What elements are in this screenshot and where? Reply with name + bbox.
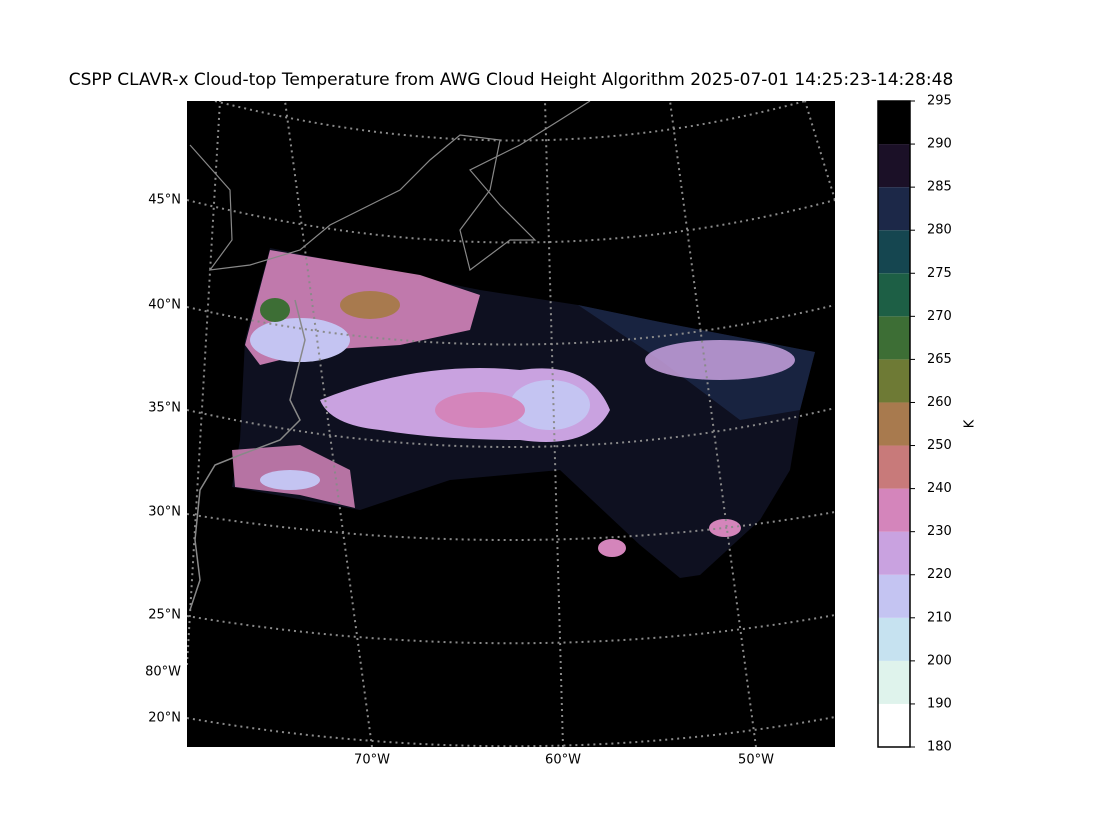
colorbar-segment — [878, 273, 910, 317]
latitude-label: 45°N — [148, 193, 181, 208]
longitude-label: 70°W — [354, 753, 390, 768]
colorbar-segment — [878, 531, 910, 575]
colorbar-segment — [878, 230, 910, 274]
colorbar-segment — [878, 574, 910, 618]
colorbar-segment — [878, 359, 910, 403]
colorbar-tick-label: 280 — [927, 223, 952, 238]
cloud-area — [510, 380, 590, 430]
latitude-label: 40°N — [148, 298, 181, 313]
cloud-area — [250, 318, 350, 362]
meridian — [284, 101, 373, 747]
colorbar: 180 190 200 210 220 230 240 250 260 265 270 275 280 2… — [877, 94, 978, 755]
colorbar-segment — [878, 660, 910, 704]
colorbar-tick-label: 290 — [927, 137, 952, 152]
parallel — [187, 407, 835, 448]
cloud-area — [260, 298, 290, 322]
map-labels: 45°N 40°N 35°N 30°N 25°N 20°N 80°W 70°W 60°W 50°W — [145, 193, 774, 768]
longitude-label: 50°W — [738, 753, 774, 768]
latitude-label: 30°N — [148, 505, 181, 520]
cloud-area — [709, 519, 741, 537]
cloud-area — [598, 539, 626, 557]
colorbar-tick-label: 200 — [927, 653, 952, 668]
colorbar-segment — [878, 316, 910, 360]
title: CSPP CLAVR-x Cloud-top Temperature from … — [69, 70, 954, 90]
longitude-label: 60°W — [545, 753, 581, 768]
colorbar-tick-label: 265 — [927, 352, 952, 367]
latitude-label: 25°N — [148, 608, 181, 623]
colorbar-label: K — [963, 419, 978, 428]
colorbar-tick-label: 220 — [927, 567, 952, 582]
cloud-area — [435, 392, 525, 428]
cloud-area — [645, 340, 795, 380]
colorbar-segment — [878, 703, 910, 747]
longitude-label: 80°W — [145, 665, 181, 680]
latitude-label: 35°N — [148, 401, 181, 416]
colorbar-segment — [878, 144, 910, 188]
colorbar-segment — [878, 187, 910, 231]
coastline — [189, 101, 591, 272]
colorbar-tick-label: 285 — [927, 180, 952, 195]
colorbar-tick-label: 275 — [927, 266, 952, 281]
colorbar-tick-label: 230 — [927, 524, 952, 539]
colorbar-segment — [878, 402, 910, 446]
meridian — [187, 101, 221, 666]
parallel — [187, 716, 835, 747]
parallel — [187, 304, 835, 346]
colorbar-frame — [877, 100, 911, 748]
colorbar-tick-label: 295 — [927, 94, 952, 109]
colorbar-tick-label: 180 — [927, 740, 952, 755]
colorbar-tick-label: 210 — [927, 610, 952, 625]
colorbar-tick-label: 260 — [927, 395, 952, 410]
colorbar-tick-label: 240 — [927, 481, 952, 496]
coastline — [189, 299, 306, 611]
colorbar-tick-label: 250 — [927, 438, 952, 453]
meridian — [669, 101, 757, 747]
colorbar-segment — [878, 101, 910, 145]
latitude-label: 20°N — [148, 711, 181, 726]
colorbar-tick-label: 190 — [927, 696, 952, 711]
cloud-area — [260, 470, 320, 490]
colorbar-tick-label: 270 — [927, 309, 952, 324]
colorbar-segment — [878, 488, 910, 532]
colorbar-segment — [878, 445, 910, 489]
colorbar-segment — [878, 617, 910, 661]
map — [187, 101, 835, 747]
cloud-area — [340, 291, 400, 319]
